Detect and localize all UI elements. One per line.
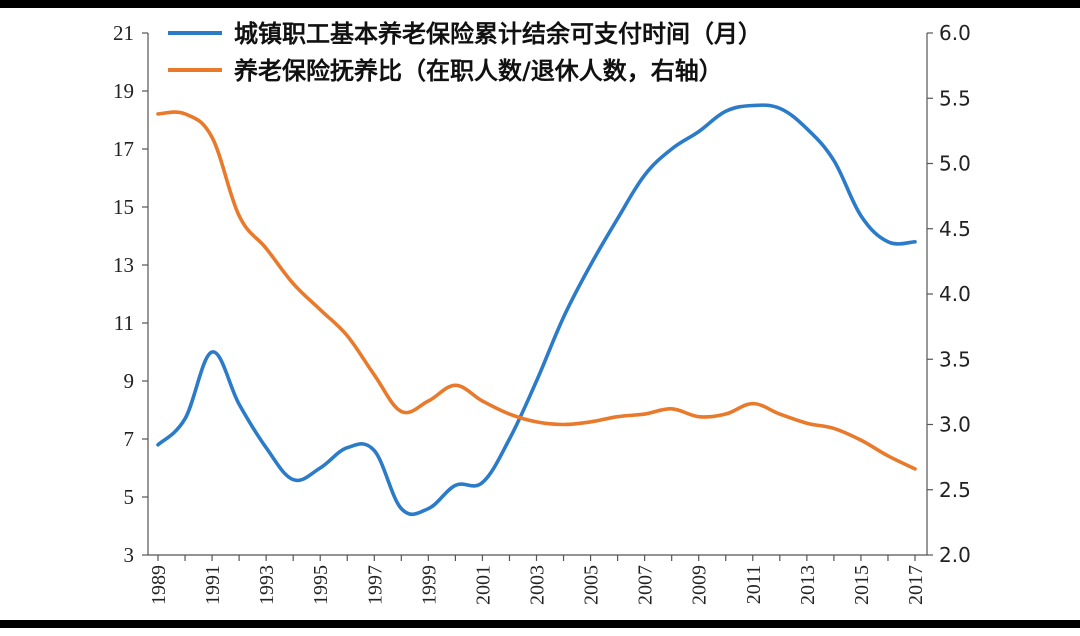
left-tick-label: 5 [124, 485, 135, 509]
x-tick-label: 2001 [472, 565, 494, 605]
axes-frame [147, 33, 928, 556]
x-tick-label: 1989 [148, 565, 170, 605]
series-lines [156, 103, 917, 517]
x-tick-label: 1997 [364, 565, 386, 605]
x-tick-label: 2007 [635, 565, 657, 605]
legend-label-blue-series: 城镇职工基本养老保险累计结余可支付时间（月） [234, 20, 762, 48]
x-tick-label: 1995 [310, 565, 332, 605]
blue-series-line [156, 103, 917, 517]
x-tick-label: 2009 [689, 565, 711, 605]
right-tick-label: 4.5 [939, 217, 971, 241]
right-y-ticks: 2.0 2.5 3.0 3.5 4.0 4.5 5.0 5.5 6.0 [927, 21, 971, 567]
x-tick-label: 1991 [202, 565, 224, 605]
x-tick-label: 2015 [851, 565, 873, 605]
left-tick-label: 11 [114, 311, 134, 335]
left-tick-label: 21 [113, 21, 134, 45]
x-tick-label: 2013 [797, 565, 819, 605]
left-y-ticks: 3 5 7 9 11 13 15 17 19 21 [113, 21, 148, 567]
left-tick-label: 15 [113, 195, 134, 219]
right-tick-label: 6.0 [939, 21, 971, 45]
legend-label-orange-series: 养老保险抚养比（在职人数/退休人数，右轴） [233, 57, 723, 85]
top-rule [0, 0, 1080, 8]
legend: 城镇职工基本养老保险累计结余可支付时间（月） 养老保险抚养比（在职人数/退休人数… [168, 20, 762, 85]
left-tick-label: 9 [124, 369, 135, 393]
x-ticks: 1989 1991 1993 1995 1997 1999 2001 2003 2005 2007… [148, 555, 927, 605]
x-tick-label: 2011 [743, 565, 765, 604]
left-tick-label: 13 [113, 253, 134, 277]
right-tick-label: 2.0 [939, 543, 971, 567]
right-tick-label: 2.5 [939, 478, 971, 502]
right-tick-label: 3.0 [939, 413, 971, 437]
x-tick-label: 2017 [905, 565, 927, 605]
x-tick-label: 1993 [256, 565, 278, 605]
x-tick-label: 2005 [581, 565, 603, 605]
right-tick-label: 5.5 [939, 86, 971, 110]
right-tick-label: 4.0 [939, 282, 971, 306]
bottom-rule [0, 620, 1080, 628]
x-tick-label: 2003 [527, 565, 549, 605]
left-tick-label: 3 [124, 543, 135, 567]
right-tick-label: 5.0 [939, 152, 971, 176]
orange-series-line [156, 110, 917, 471]
left-tick-label: 7 [124, 427, 135, 451]
x-tick-label: 1999 [418, 565, 440, 605]
right-tick-label: 3.5 [939, 347, 971, 371]
left-tick-label: 19 [113, 79, 134, 103]
left-tick-label: 17 [113, 137, 134, 161]
